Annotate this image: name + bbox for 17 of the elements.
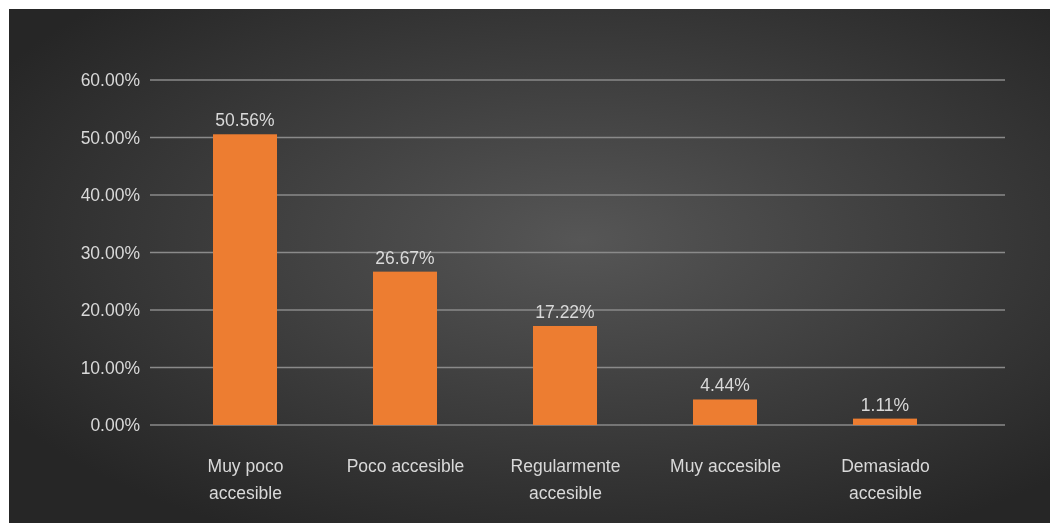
y-tick-label: 20.00% bbox=[80, 300, 140, 321]
y-tick-label: 0.00% bbox=[90, 415, 140, 436]
x-tick-label: Muy poco accesible bbox=[207, 456, 284, 503]
y-tick-label: 60.00% bbox=[80, 70, 140, 91]
y-tick-label: 50.00% bbox=[80, 127, 140, 148]
x-tick-label: Regularmente accesible bbox=[510, 456, 621, 503]
x-tick-label: Demasiado accesible bbox=[841, 456, 930, 503]
data-label: 26.67% bbox=[375, 247, 435, 268]
data-label: 17.22% bbox=[535, 301, 595, 322]
x-tick-label: Muy accesible bbox=[670, 456, 781, 477]
data-label: 50.56% bbox=[215, 110, 275, 131]
y-tick-label: 30.00% bbox=[80, 242, 140, 263]
data-label: 1.11% bbox=[860, 394, 910, 415]
x-tick-label: Poco accesible bbox=[346, 456, 465, 477]
y-tick-label: 40.00% bbox=[80, 185, 140, 206]
y-tick-label: 10.00% bbox=[80, 357, 140, 378]
data-label: 4.44% bbox=[700, 375, 750, 396]
